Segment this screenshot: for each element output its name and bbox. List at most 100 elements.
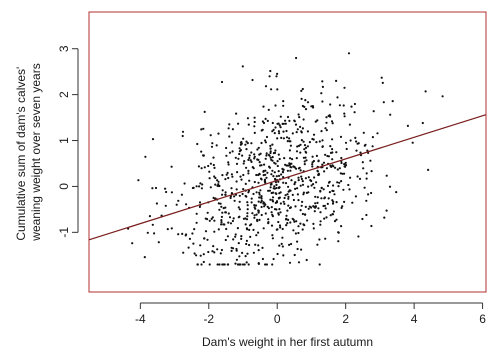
data-point (203, 237, 206, 240)
data-point (244, 255, 247, 258)
data-point (269, 69, 272, 73)
data-point (406, 124, 409, 127)
data-point (263, 205, 266, 208)
data-point (312, 222, 315, 225)
data-point (411, 141, 414, 144)
data-point (277, 213, 280, 216)
data-point (331, 202, 335, 205)
data-point (301, 127, 304, 130)
data-point (296, 247, 299, 251)
data-point (324, 237, 327, 240)
data-point (216, 179, 219, 182)
data-point (227, 127, 230, 130)
data-point (307, 185, 310, 188)
data-point (306, 130, 309, 133)
data-point (303, 163, 306, 166)
data-point (235, 247, 238, 251)
data-point (281, 245, 284, 248)
data-point (284, 163, 287, 166)
data-point (277, 122, 280, 125)
data-point (278, 244, 281, 247)
data-point (288, 206, 292, 210)
data-point (288, 149, 291, 152)
data-point (209, 162, 212, 165)
data-point (263, 163, 266, 166)
data-point (244, 143, 247, 146)
data-point (340, 206, 343, 209)
data-point (304, 205, 307, 208)
data-point (257, 146, 260, 149)
data-point (276, 137, 279, 140)
x-axis-title: Dam's weight in her first autumn (202, 335, 373, 349)
data-point (362, 131, 365, 134)
data-point (287, 190, 290, 193)
data-point (302, 156, 305, 159)
data-point (388, 185, 392, 188)
data-point (306, 145, 309, 148)
data-point (335, 218, 338, 221)
data-point (280, 242, 283, 245)
data-point (185, 203, 188, 206)
data-point (218, 208, 221, 211)
data-point (181, 134, 184, 138)
data-point (146, 231, 149, 234)
data-point (235, 162, 239, 165)
data-point (255, 234, 258, 237)
data-point (321, 139, 324, 142)
data-point (157, 241, 160, 244)
data-point (308, 141, 311, 144)
data-point (264, 263, 267, 266)
data-point (304, 146, 308, 149)
data-point (223, 263, 226, 266)
data-point (246, 201, 249, 204)
data-point (131, 242, 134, 245)
data-point (421, 121, 424, 125)
data-point (370, 191, 373, 195)
data-point (350, 105, 353, 108)
data-point (320, 130, 323, 133)
data-point (343, 86, 346, 89)
data-point (294, 187, 297, 190)
data-point (326, 202, 329, 205)
data-point (281, 236, 284, 239)
data-point (248, 243, 251, 247)
data-point (283, 157, 286, 160)
data-point (261, 257, 264, 261)
data-point (195, 185, 198, 188)
data-point (218, 263, 221, 266)
data-point (295, 220, 298, 223)
data-point (254, 243, 257, 246)
x-tick-label: -2 (203, 312, 214, 326)
data-point (200, 263, 203, 266)
data-point (234, 235, 237, 238)
data-point (294, 205, 297, 208)
data-point (181, 232, 184, 235)
data-point (269, 186, 272, 189)
data-point (276, 164, 279, 168)
data-point (276, 88, 279, 91)
data-point (214, 183, 217, 186)
data-point (245, 218, 249, 221)
data-point (271, 200, 275, 203)
data-point (195, 212, 198, 215)
data-point (286, 115, 290, 119)
data-point (199, 254, 202, 257)
data-point (320, 186, 323, 189)
data-point (226, 263, 229, 266)
data-point (230, 141, 233, 144)
data-point (380, 76, 383, 79)
data-point (297, 176, 300, 179)
data-point (276, 252, 279, 256)
data-point (275, 183, 278, 186)
data-point (318, 140, 321, 143)
data-point (303, 105, 306, 108)
data-point (371, 136, 374, 139)
data-point (294, 181, 297, 184)
data-point (264, 203, 267, 206)
data-point (282, 254, 285, 257)
data-point (279, 191, 282, 194)
data-point (305, 159, 308, 162)
data-point (294, 123, 298, 126)
data-point (224, 193, 227, 196)
data-point (338, 167, 341, 170)
